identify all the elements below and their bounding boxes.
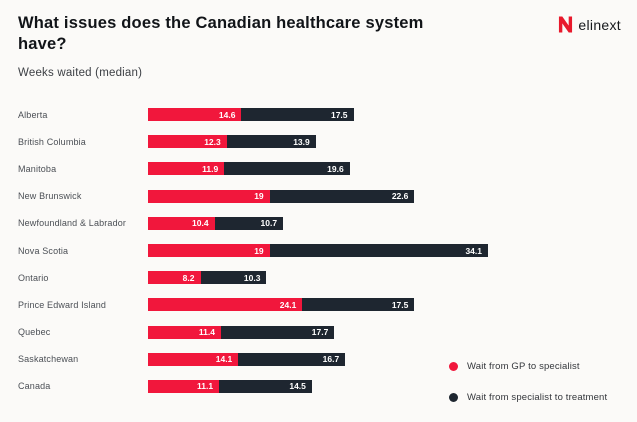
- bar-segment-gp: 11.9: [148, 162, 225, 176]
- row-label: Ontario: [18, 272, 49, 283]
- chart-rows: Alberta 14.6 17.5 British Columbia 12.3 13.9 M…: [0, 101, 637, 400]
- bar-track: 14.1 16.7: [148, 352, 346, 366]
- bar-value-label: 11.1: [196, 381, 214, 392]
- row-label: Prince Edward Island: [18, 299, 107, 310]
- chart-subtitle: Weeks waited (median): [18, 67, 143, 80]
- row-label: British Columbia: [18, 136, 86, 147]
- bar-track: 8.2 10.3: [148, 271, 267, 285]
- bar-track: 24.1 17.5: [148, 298, 415, 312]
- bar-segment-gp: 19: [148, 244, 270, 258]
- bar-value-label: 17.7: [311, 327, 329, 338]
- legend-dot-treatment: [449, 393, 458, 402]
- bar-value-label: 24.1: [279, 299, 297, 310]
- bar-track: 12.3 13.9: [148, 135, 316, 149]
- bar-track: 19 34.1: [148, 244, 488, 258]
- brand-name: elinext: [578, 16, 621, 33]
- bar-value-label: 17.5: [330, 109, 348, 120]
- bar-track: 14.6 17.5: [148, 108, 354, 122]
- row-label: New Brunswick: [18, 191, 82, 202]
- bar-segment-treatment: 17.5: [302, 298, 415, 312]
- chart-row: Alberta 14.6 17.5: [0, 101, 637, 128]
- bar-segment-gp: 14.1: [148, 352, 239, 366]
- bar-segment-treatment: 17.7: [220, 325, 335, 339]
- bar-value-label: 14.1: [215, 354, 233, 365]
- bar-segment-treatment: 19.6: [224, 162, 350, 176]
- bar-track: 10.4 10.7: [148, 216, 284, 230]
- bar-segment-gp: 12.3: [148, 135, 227, 149]
- bar-value-label: 14.5: [289, 381, 306, 392]
- bar-segment-treatment: 34.1: [269, 244, 488, 258]
- bar-value-label: 12.3: [204, 136, 221, 147]
- row-label: Manitoba: [18, 163, 57, 174]
- row-label: Quebec: [18, 327, 51, 338]
- chart-row: New Brunswick 19 22.6: [0, 183, 637, 210]
- chart-row: Saskatchewan 14.1 16.7: [0, 346, 637, 373]
- legend-item-treatment: Wait from specialist to treatment: [449, 392, 607, 403]
- bar-value-label: 34.1: [465, 245, 482, 256]
- bar-segment-gp: 19: [148, 189, 270, 203]
- bar-value-label: 10.3: [243, 272, 261, 283]
- bar-value-label: 14.6: [218, 109, 236, 120]
- bar-segment-treatment: 13.9: [226, 135, 316, 149]
- chart-row: Quebec 11.4 17.7: [0, 319, 637, 346]
- bar-track: 19 22.6: [148, 189, 415, 203]
- bar-value-label: 22.6: [391, 191, 409, 202]
- chart-row: Nova Scotia 19 34.1: [0, 237, 637, 264]
- bar-value-label: 11.4: [198, 327, 215, 338]
- chart-row: Prince Edward Island 24.1 17.5: [0, 291, 637, 318]
- bar-track: 11.1 14.5: [148, 379, 312, 393]
- row-label: Saskatchewan: [18, 354, 79, 365]
- bar-segment-treatment: 17.5: [241, 108, 354, 122]
- row-label: Newfoundland & Labrador: [18, 218, 127, 229]
- bar-segment-gp: 11.4: [148, 325, 221, 339]
- row-label: Canada: [18, 381, 51, 392]
- bar-value-label: 19: [254, 191, 264, 202]
- chart-title: What issues does the Canadian healthcare…: [18, 14, 424, 54]
- bar-segment-treatment: 10.3: [200, 271, 267, 285]
- bar-value-label: 11.9: [202, 163, 219, 174]
- bar-segment-treatment: 14.5: [219, 379, 312, 393]
- chart-row: Manitoba 11.9 19.6: [0, 155, 637, 182]
- chart-row: British Columbia 12.3 13.9: [0, 128, 637, 155]
- bar-segment-gp: 24.1: [148, 298, 303, 312]
- bar-segment-gp: 10.4: [148, 216, 215, 230]
- chart-row: Canada 11.1 14.5: [0, 373, 637, 400]
- stacked-bar-chart: Alberta 14.6 17.5 British Columbia 12.3 13.9 M…: [0, 101, 637, 400]
- bar-value-label: 13.9: [293, 136, 310, 147]
- bar-track: 11.4 17.7: [148, 325, 335, 339]
- chart-row: Newfoundland & Labrador 10.4 10.7: [0, 210, 637, 237]
- bar-segment-treatment: 16.7: [238, 352, 346, 366]
- bar-value-label: 8.2: [182, 272, 195, 283]
- legend-item-gp: Wait from GP to specialist: [449, 361, 607, 372]
- row-label: Alberta: [18, 109, 48, 120]
- chart-legend: Wait from GP to specialist Wait from spe…: [449, 361, 607, 403]
- brand-logo: elinext: [558, 16, 621, 33]
- bar-value-label: 17.5: [391, 299, 409, 310]
- legend-label-treatment: Wait from specialist to treatment: [467, 392, 608, 403]
- bar-segment-gp: 11.1: [148, 379, 220, 393]
- bar-value-label: 10.7: [260, 218, 278, 229]
- bar-track: 11.9 19.6: [148, 162, 350, 176]
- row-label: Nova Scotia: [18, 245, 69, 256]
- bar-segment-gp: 8.2: [148, 271, 201, 285]
- bar-segment-treatment: 10.7: [214, 216, 284, 230]
- legend-label-gp: Wait from GP to specialist: [467, 361, 580, 372]
- bar-value-label: 16.7: [322, 354, 340, 365]
- bar-segment-gp: 14.6: [148, 108, 242, 122]
- header: What issues does the Canadian healthcare…: [18, 13, 448, 79]
- chart-row: Ontario 8.2 10.3: [0, 264, 637, 291]
- elinext-logo-icon: [558, 16, 573, 33]
- bar-value-label: 19.6: [327, 163, 344, 174]
- bar-value-label: 19: [254, 245, 264, 256]
- bar-value-label: 10.4: [192, 218, 209, 229]
- bar-segment-treatment: 22.6: [269, 189, 415, 203]
- legend-dot-gp: [449, 362, 458, 371]
